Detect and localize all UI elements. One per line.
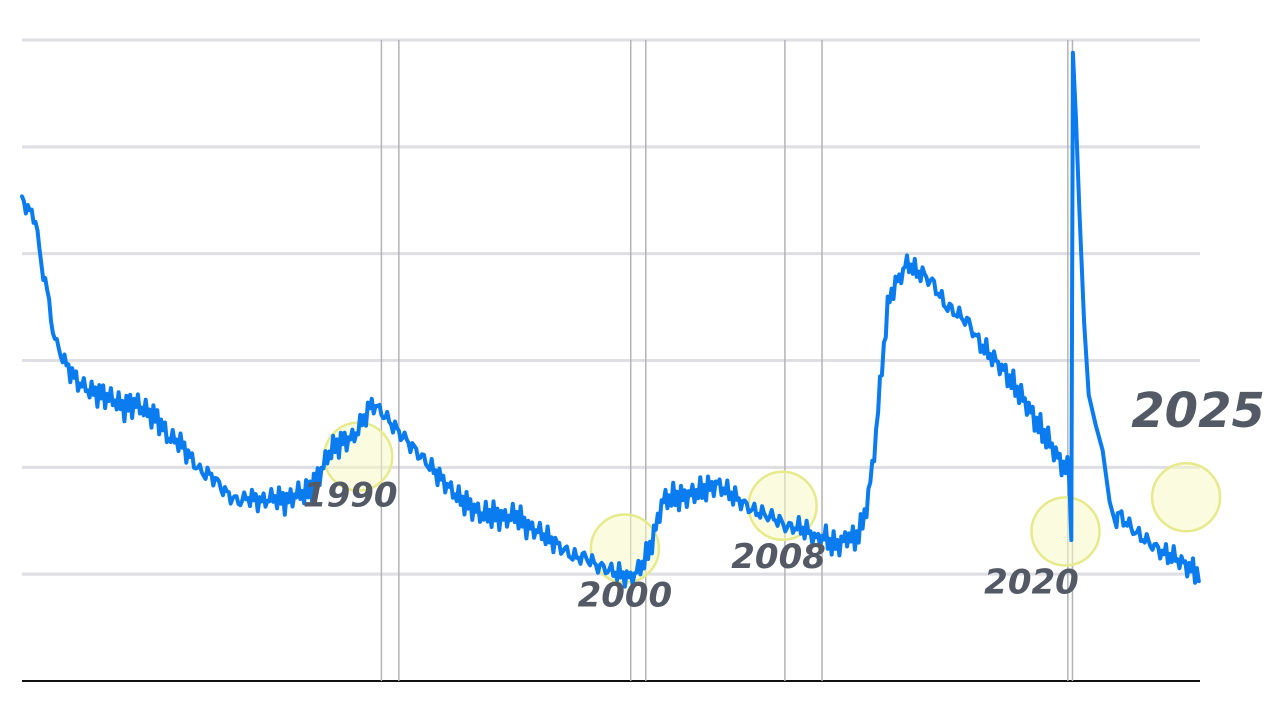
trough-circle-2025 (1150, 461, 1222, 533)
year-label-2025: 2025 (1131, 383, 1265, 439)
series-layer (20, 50, 1201, 589)
trough-circle-2020 (1030, 496, 1101, 567)
year-annotations: 1990 2000 2008 2020 2025 (303, 383, 1265, 615)
year-label-1990: 1990 (303, 476, 398, 516)
series-line (20, 50, 1201, 589)
year-label-2020: 2020 (984, 562, 1079, 602)
year-label-2008: 2008 (731, 537, 826, 577)
gridlines (22, 38, 1200, 682)
year-label-2000: 2000 (578, 576, 673, 616)
